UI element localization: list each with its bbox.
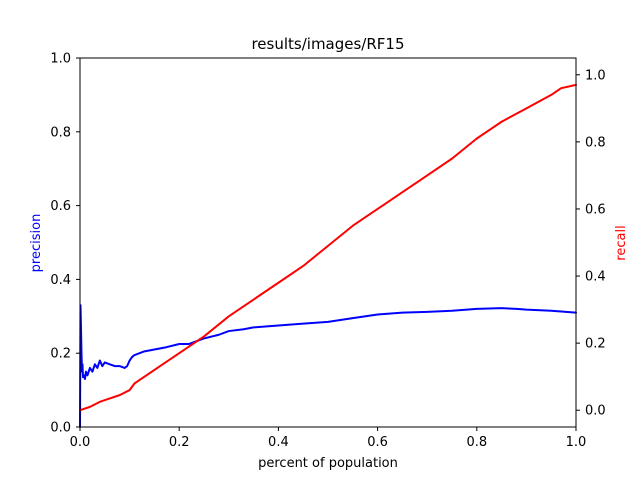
x-axis: 0.0 0.2 0.4 0.6 0.8 1.0 <box>70 427 587 450</box>
series-layer <box>79 83 577 428</box>
x-tick-label: 0.4 <box>268 435 289 450</box>
right-y-axis: 0.0 0.2 0.4 0.6 0.8 1.0 <box>576 68 606 419</box>
x-axis-label: percent of population <box>258 456 398 471</box>
precision-line <box>79 304 577 428</box>
x-tick-label: 0.2 <box>169 435 190 450</box>
right-y-tick-label: 0.0 <box>585 404 606 419</box>
x-tick-label: 1.0 <box>566 435 587 450</box>
left-y-axis-label: precision <box>29 214 44 273</box>
chart-title: results/images/RF15 <box>251 35 404 53</box>
x-tick-label: 0.6 <box>367 435 388 450</box>
right-y-tick-label: 0.4 <box>585 270 606 285</box>
right-y-tick-label: 0.6 <box>585 202 606 217</box>
right-y-tick-label: 0.2 <box>585 337 606 352</box>
plot-frame <box>79 57 577 428</box>
left-y-tick-label: 0.2 <box>50 347 71 362</box>
recall-line <box>79 83 577 412</box>
x-tick-label: 0.0 <box>70 435 91 450</box>
left-y-tick-label: 0.6 <box>50 199 71 214</box>
left-y-tick-label: 1.0 <box>50 52 71 67</box>
right-y-tick-label: 0.8 <box>585 135 606 150</box>
left-y-tick-label: 0.0 <box>50 421 71 436</box>
left-y-tick-label: 0.8 <box>50 125 71 140</box>
left-y-axis: 0.0 0.2 0.4 0.6 0.8 1.0 <box>50 52 80 436</box>
x-tick-label: 0.8 <box>466 435 487 450</box>
left-y-tick-label: 0.4 <box>50 273 71 288</box>
right-y-tick-label: 1.0 <box>585 68 606 83</box>
right-y-axis-label: recall <box>614 225 629 260</box>
